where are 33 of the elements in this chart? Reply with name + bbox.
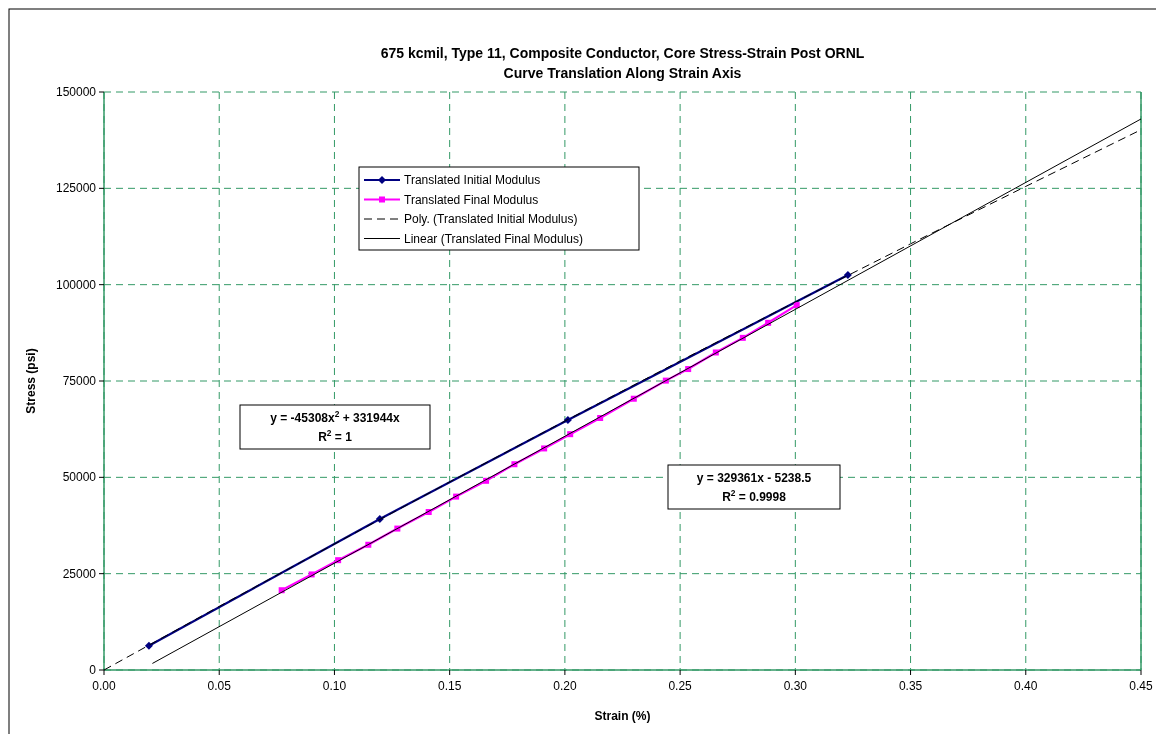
chart-title: 675 kcmil, Type 11, Composite Conductor, Core Stress-Strain Post ORNL [380,45,865,61]
y-axis-title: Stress (psi) [24,348,38,414]
equation-box: y = 329361x - 5238.5 R$^{2}$ = 0.9998 [667,464,841,510]
chart-subtitle: Curve Translation Along Strain Axis [503,65,742,81]
x-tick-label: 0.15 [437,679,462,693]
y-tick-label: 125000 [55,181,97,196]
point [843,271,852,280]
legend-label: Translated Final Modulus [404,192,539,207]
x-tick-label: 0.40 [1014,679,1038,693]
annotation: y = -45308x$^{2}$ + 331944x [270,409,401,425]
y-tick-label: 0 [89,663,97,677]
y-tick-label: 150000 [55,85,97,99]
x-tick-label: 0.10 [322,679,347,693]
x-tick-label: 0.05 [207,679,232,693]
y-tick-label: 75000 [62,374,97,388]
x-tick-label: 0.25 [668,679,693,693]
legend-label: Poly. (Translated Initial Modulus) [404,212,578,226]
x-tick-label: 0.35 [898,679,923,693]
x-tick-label: 0.45 [1129,679,1153,693]
x-tick-label: 0.30 [783,679,808,693]
legend-label: Linear (Translated Final Modulus) [404,231,583,246]
annotation: R$^{2}$ = 1 [318,428,353,444]
legend-label: Translated Initial Modulus [404,173,541,187]
y-tick-label: 100000 [55,277,97,292]
y-tick-label: 25000 [62,566,97,581]
equation-box: y = -45308x$^{2}$ + 331944x R$^{2}$ = 1 [239,404,431,450]
point [144,641,153,650]
x-axis-title: Strain (%) [594,709,651,723]
annotation: R$^{2}$ = 0.9998 [722,488,787,504]
annotation: y = 329361x - 5238.5 [696,471,812,485]
x-tick-label: 0.20 [553,679,577,693]
x-tick-label: 0.00 [92,679,116,693]
y-tick-label: 50000 [62,470,97,485]
